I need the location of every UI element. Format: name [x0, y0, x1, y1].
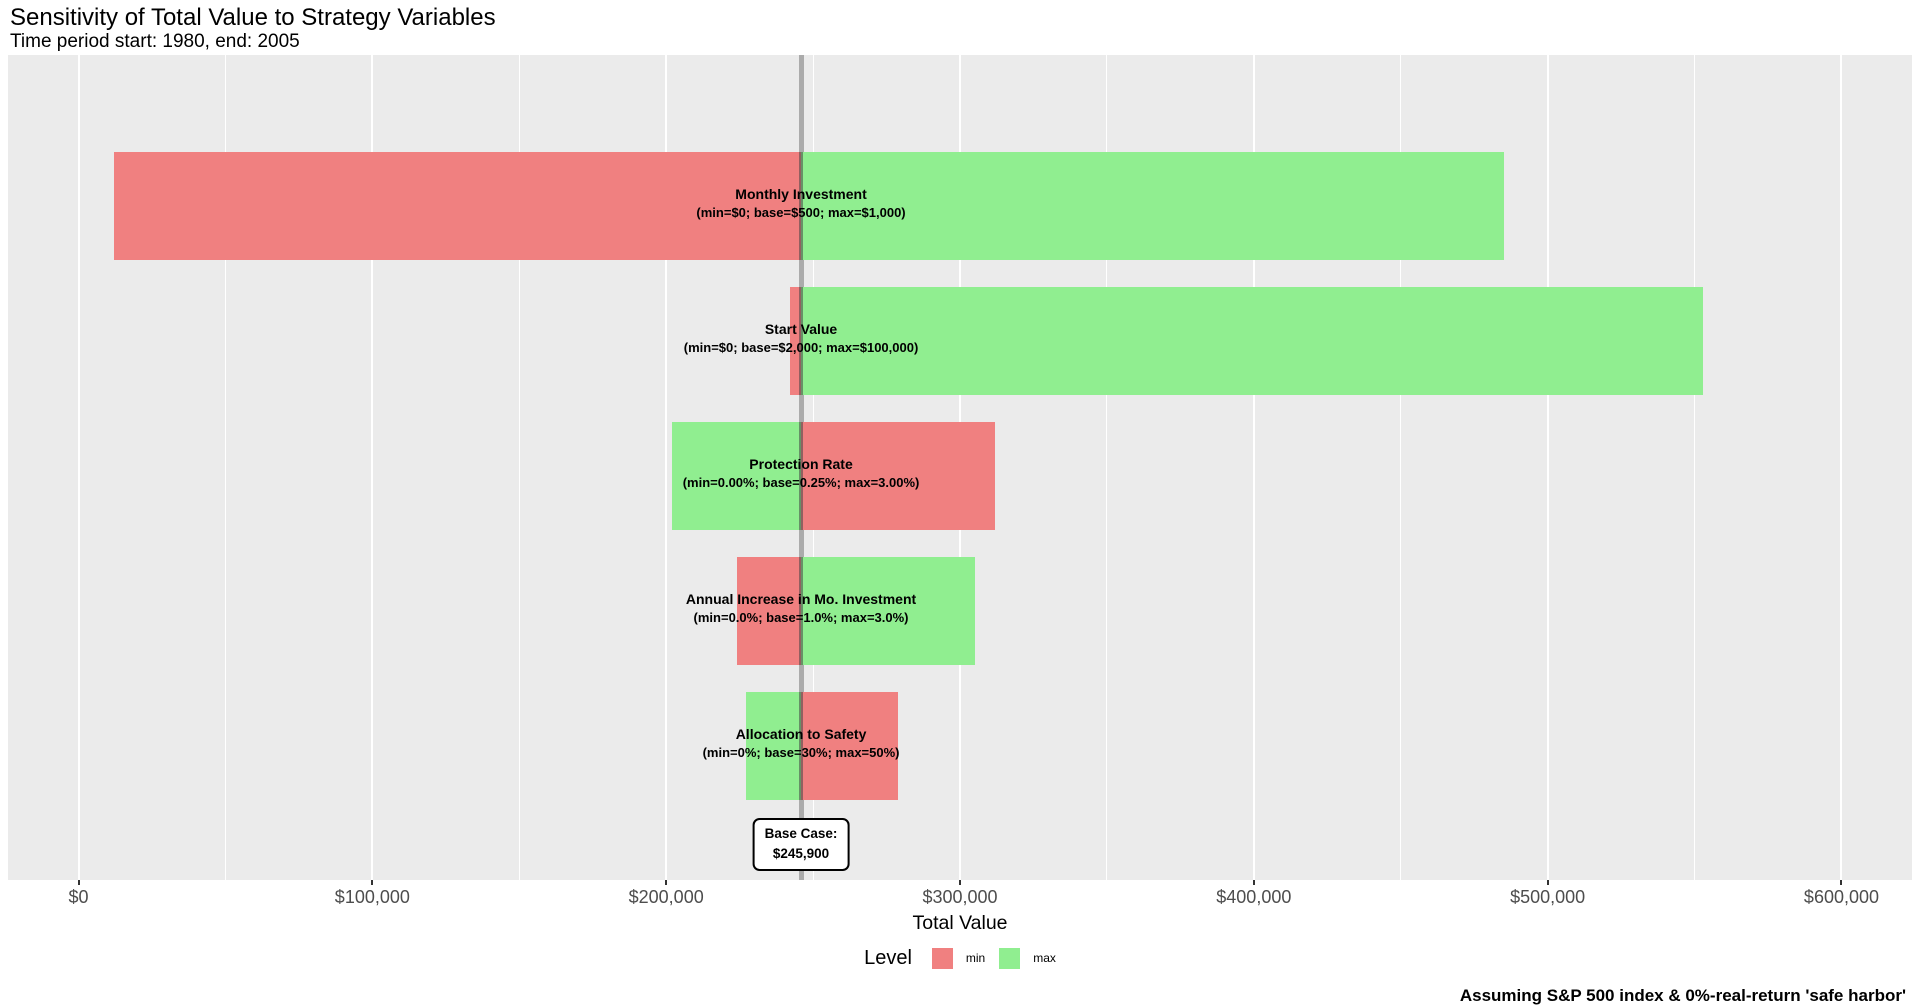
gridline-major	[665, 55, 668, 880]
bar-variable-range: (min=0.00%; base=0.25%; max=3.00%)	[682, 475, 920, 491]
x-tick-label: $300,000	[922, 887, 998, 907]
bar-label: Allocation to Safety (min=0%; base=30%; m…	[703, 724, 900, 763]
x-tick-label: $500,000	[1510, 887, 1586, 907]
bar-label: Annual Increase in Mo. Investment (min=0.…	[686, 589, 916, 628]
base-case-divider	[799, 287, 804, 395]
bar-label: Monthly Investment (min=$0; base=$500; ma…	[696, 184, 905, 223]
bar-max	[801, 152, 1504, 260]
x-tick-mark	[665, 880, 668, 885]
bar-max	[801, 557, 975, 665]
base-case-box: Base Case: $245,900	[752, 818, 850, 871]
x-tick-mark	[959, 880, 961, 885]
gridline-major	[371, 55, 374, 880]
legend-entry-max: max	[999, 947, 1056, 969]
gridline-minor	[1694, 55, 1696, 880]
x-tick-label: $100,000	[334, 887, 410, 907]
bar-label: Protection Rate (min=0.00%; base=0.25%; m…	[683, 454, 920, 493]
x-tick-label: $0	[68, 887, 89, 907]
legend-label-min: min	[965, 951, 986, 965]
gridline-minor	[518, 55, 520, 880]
base-case-divider	[799, 152, 804, 260]
legend-swatch-max	[999, 947, 1021, 969]
bar-min	[789, 287, 802, 395]
bar-variable-name: Protection Rate	[749, 456, 853, 472]
base-case-divider	[799, 422, 804, 530]
bar-variable-name: Allocation to Safety	[735, 726, 867, 742]
bar-min	[801, 692, 899, 800]
x-tick-label: $200,000	[628, 887, 704, 907]
gridline-major	[77, 55, 80, 880]
bar-variable-range: (min=0%; base=30%; max=50%)	[702, 745, 900, 761]
bar-variable-range: (min=0.0%; base=1.0%; max=3.0%)	[693, 610, 909, 626]
bar-variable-name: Start Value	[764, 321, 838, 337]
gridline-major	[1252, 55, 1255, 880]
legend: Level min max	[0, 938, 1920, 978]
bar-max	[672, 422, 802, 530]
legend-label-max: max	[1033, 951, 1056, 965]
bar-max	[745, 692, 802, 800]
x-tick-mark	[1252, 880, 1255, 885]
x-tick-mark	[77, 880, 80, 885]
bar-min	[801, 422, 996, 530]
x-tick-label: $400,000	[1216, 887, 1292, 907]
legend-swatch-min	[931, 947, 953, 969]
bar-variable-range: (min=$0; base=$2,000; max=$100,000)	[683, 340, 919, 356]
base-case-value: $245,900	[772, 846, 830, 862]
gridline-minor	[224, 55, 226, 880]
x-tick-mark	[1546, 880, 1549, 885]
gridline-major	[1840, 55, 1843, 880]
bar-min	[113, 152, 802, 260]
bar-variable-name: Annual Increase in Mo. Investment	[685, 591, 917, 607]
x-tick-mark	[1840, 880, 1843, 885]
legend-entry-min: min	[931, 947, 986, 969]
gridline-minor	[1400, 55, 1402, 880]
chart-title: Sensitivity of Total Value to Strategy V…	[10, 4, 496, 31]
gridline-major	[1546, 55, 1549, 880]
bar-max	[801, 287, 1704, 395]
bar-variable-range: (min=$0; base=$500; max=$1,000)	[696, 205, 906, 221]
x-axis-title: Total Value	[912, 912, 1008, 934]
base-case-label: Base Case:	[764, 826, 838, 841]
chart-caption: Assuming S&P 500 index & 0%-real-return …	[1459, 986, 1906, 1005]
legend-title: Level	[864, 946, 912, 969]
bar-variable-name: Monthly Investment	[735, 186, 867, 202]
bar-label: Start Value (min=$0; base=$2,000; max=$10…	[684, 319, 919, 358]
x-tick-label: $600,000	[1803, 887, 1880, 907]
base-case-divider	[799, 557, 804, 665]
bar-min	[736, 557, 802, 665]
gridline-minor	[1106, 55, 1108, 880]
plot-area: Monthly Investment (min=$0; base=$500; ma…	[8, 55, 1912, 880]
x-axis: $0 $100,000 $200,000 $300,000 $400,000 $500,0…	[8, 880, 1912, 910]
x-tick-mark	[371, 880, 374, 885]
base-case-divider	[799, 692, 804, 800]
chart-subtitle: Time period start: 1980, end: 2005	[10, 31, 300, 52]
